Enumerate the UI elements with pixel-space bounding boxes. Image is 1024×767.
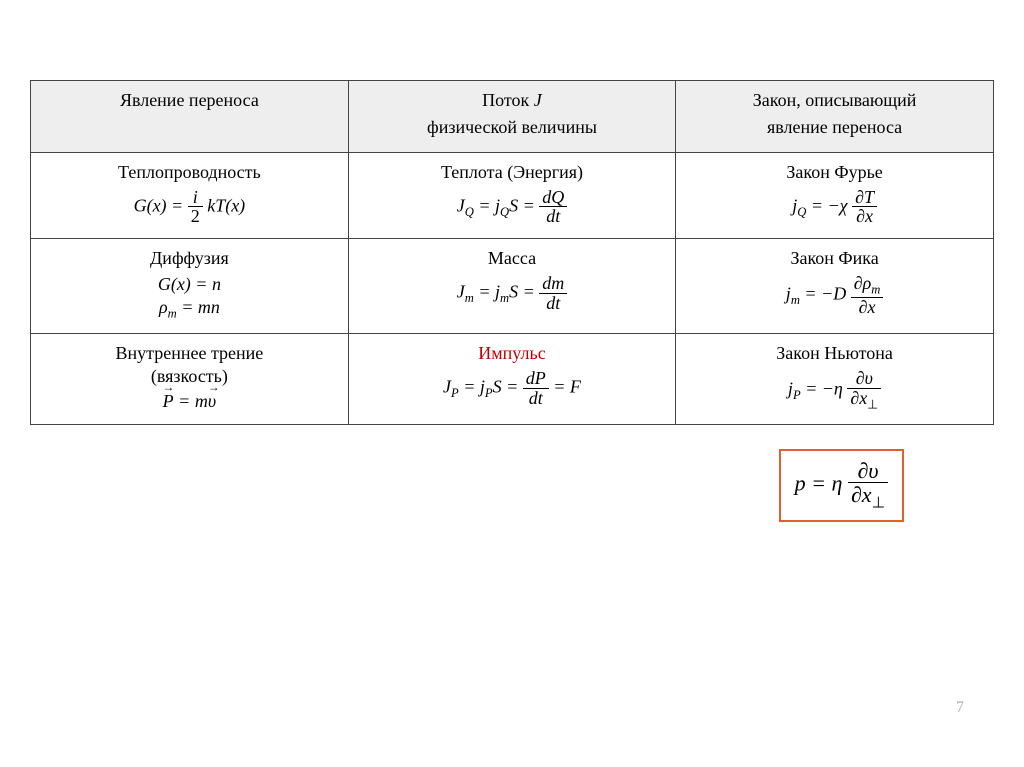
cell-flux: Теплота (Энергия) JQ = jQS = dQdt	[348, 153, 675, 239]
formula: JQ = jQS = dQdt	[355, 188, 669, 227]
slide-content: Явление переноса Поток J физической вели…	[0, 0, 1024, 522]
cell-title: Теплопроводность	[37, 161, 342, 184]
cell-title: Теплота (Энергия)	[355, 161, 669, 184]
header-text: явление переноса	[682, 116, 987, 139]
cell-title: Закон Фика	[682, 247, 987, 270]
formula: G(x) = n	[37, 274, 342, 295]
transport-table: Явление переноса Поток J физической вели…	[30, 80, 994, 425]
formula: Jm = jmS = dmdt	[355, 274, 669, 313]
cell-phenomenon: Диффузия G(x) = n ρm = mn	[31, 239, 349, 334]
formula: jm = −D ∂ρm∂x	[682, 274, 987, 317]
table-row: Теплопроводность G(x) = i2 kT(x) Теплота…	[31, 153, 994, 239]
formula: ρm = mn	[37, 297, 342, 322]
formula: jQ = −χ ∂T∂x	[682, 188, 987, 227]
cell-law: Закон Фурье jQ = −χ ∂T∂x	[676, 153, 994, 239]
formula: JP = jPS = dPdt = F	[355, 369, 669, 408]
col-header-phenomenon: Явление переноса	[31, 81, 349, 153]
formula: P = mυ	[37, 391, 342, 412]
cell-title: Импульс	[355, 342, 669, 365]
cell-title: Диффузия	[37, 247, 342, 270]
header-text: физической величины	[355, 116, 669, 139]
cell-flux: Масса Jm = jmS = dmdt	[348, 239, 675, 334]
cell-phenomenon: Теплопроводность G(x) = i2 kT(x)	[31, 153, 349, 239]
cell-title: Внутреннее трение(вязкость)	[37, 342, 342, 387]
header-text: Явление переноса	[37, 89, 342, 112]
boxed-formula-wrap: p = η ∂υ∂x⊥	[30, 425, 994, 522]
header-text: Поток J	[355, 89, 669, 112]
cell-flux: Импульс JP = jPS = dPdt = F	[348, 334, 675, 425]
boxed-formula: p = η ∂υ∂x⊥	[779, 449, 904, 522]
cell-phenomenon: Внутреннее трение(вязкость) P = mυ	[31, 334, 349, 425]
cell-law: Закон Ньютона jP = −η ∂υ∂x⊥	[676, 334, 994, 425]
col-header-law: Закон, описывающий явление переноса	[676, 81, 994, 153]
header-text: Закон, описывающий	[682, 89, 987, 112]
cell-law: Закон Фика jm = −D ∂ρm∂x	[676, 239, 994, 334]
cell-title: Закон Фурье	[682, 161, 987, 184]
formula: G(x) = i2 kT(x)	[37, 188, 342, 227]
cell-title: Закон Ньютона	[682, 342, 987, 365]
formula: jP = −η ∂υ∂x⊥	[682, 369, 987, 412]
table-row: Диффузия G(x) = n ρm = mn Масса Jm = jmS…	[31, 239, 994, 334]
page-number: 7	[956, 699, 964, 717]
cell-title: Масса	[355, 247, 669, 270]
col-header-flux: Поток J физической величины	[348, 81, 675, 153]
table-header-row: Явление переноса Поток J физической вели…	[31, 81, 994, 153]
table-row: Внутреннее трение(вязкость) P = mυ Импул…	[31, 334, 994, 425]
